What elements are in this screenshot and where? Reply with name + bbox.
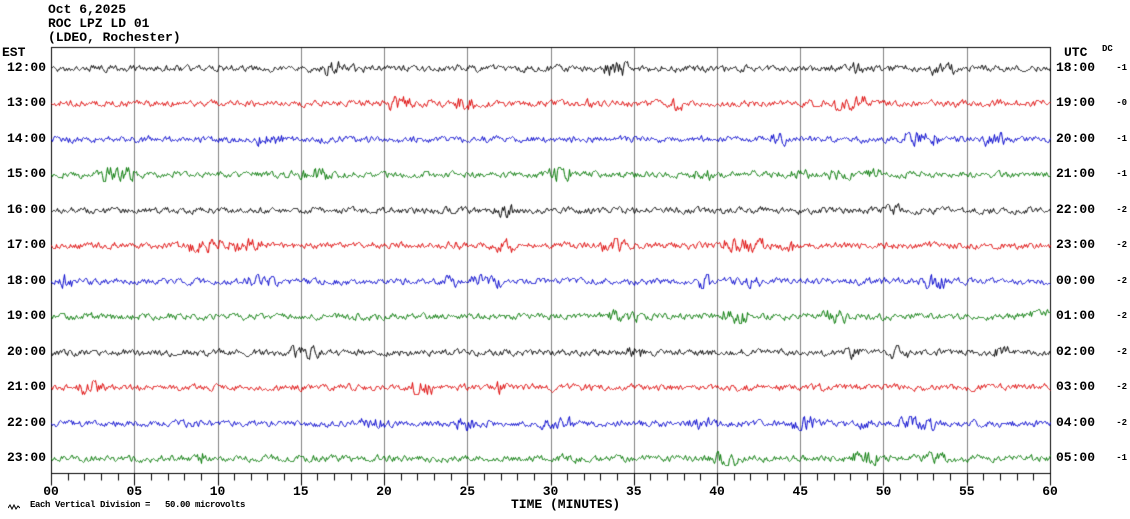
x-tick-label: 15 [292,484,309,499]
x-tick-label: 50 [875,484,892,499]
dc-offset-value: -1 [1116,452,1127,463]
x-tick-label: 55 [958,484,975,499]
dc-offset-value: -2 [1116,417,1127,428]
utc-time-label: 20:00 [1056,130,1096,146]
x-tick-label: 30 [542,484,559,499]
dc-offset-value: -2 [1116,275,1127,286]
x-tick-label: 05 [126,484,143,499]
utc-time-label: 23:00 [1056,237,1096,253]
dc-column-header: DC [1102,44,1113,54]
utc-time-label: 21:00 [1056,166,1096,182]
utc-time-label: 05:00 [1056,449,1096,465]
est-time-label: 19:00 [6,308,46,324]
dc-offset-value: -1 [1116,169,1127,180]
est-time-label: 15:00 [6,166,46,182]
est-time-label: 12:00 [6,60,46,75]
vertical-scale-note: Each Vertical Division = 50.00 microvolt… [30,500,246,510]
left-timezone-header: EST [2,45,26,60]
utc-time-label: 22:00 [1056,201,1096,217]
est-time-label: 22:00 [6,414,46,430]
x-tick-label: 45 [792,484,809,499]
dc-offset-value: -0 [1116,98,1127,109]
utc-time-label: 00:00 [1056,272,1096,288]
est-time-label: 20:00 [6,343,46,359]
est-time-label: 16:00 [6,201,46,217]
est-time-label: 17:00 [6,237,46,253]
x-tick-label: 25 [459,484,476,499]
est-time-label: 23:00 [6,449,46,465]
utc-time-label: 03:00 [1056,379,1096,395]
station-id: ROC LPZ LD 01 [48,16,150,31]
utc-time-label: 01:00 [1056,308,1096,324]
est-time-label: 18:00 [6,272,46,288]
utc-time-label: 18:00 [1056,60,1096,75]
x-tick-label: 20 [376,484,392,499]
dc-offset-value: -2 [1116,204,1127,215]
est-time-label: 13:00 [6,95,46,111]
network-name: (LDEO, Rochester) [48,30,181,45]
dc-offset-value: -2 [1116,240,1127,251]
right-timezone-header: UTC [1064,45,1088,60]
dc-offset-value: -2 [1116,311,1127,322]
utc-time-label: 04:00 [1056,414,1096,430]
utc-time-label: 02:00 [1056,343,1096,359]
record-date: Oct 6,2025 [48,2,127,17]
x-tick-label: 40 [709,484,725,499]
est-time-label: 21:00 [6,379,46,395]
wave-scale-marker-icon [8,503,20,511]
utc-time-label: 19:00 [1056,95,1096,111]
x-tick-label: 35 [625,484,642,499]
dc-offset-value: -1 [1116,63,1127,73]
dc-offset-value: -2 [1116,346,1127,357]
dc-offset-value: -2 [1116,382,1127,393]
est-time-label: 14:00 [6,130,46,146]
x-tick-label: 60 [1042,484,1058,499]
x-tick-label: 10 [209,484,226,499]
dc-offset-value: -1 [1116,133,1127,144]
x-axis-title: TIME (MINUTES) [511,497,621,512]
x-tick-label: 00 [43,484,59,499]
